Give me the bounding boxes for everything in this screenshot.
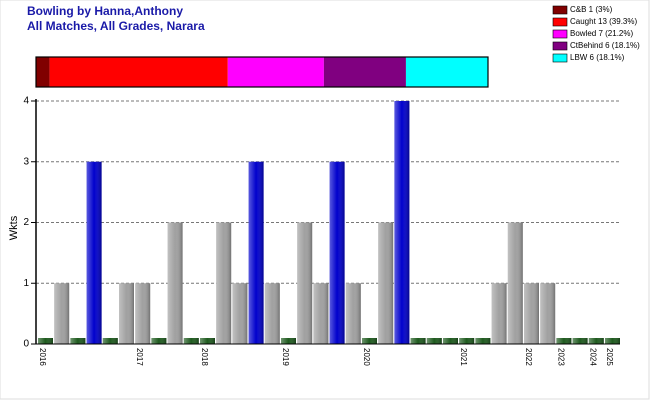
x-tick-label: 2024 bbox=[589, 348, 598, 366]
x-tick-label: 2025 bbox=[605, 348, 614, 366]
bar-shade bbox=[297, 222, 313, 344]
bar-shade bbox=[135, 283, 151, 344]
y-axis-label: Wkts bbox=[8, 215, 20, 240]
bar-shade bbox=[200, 338, 215, 344]
bar-shade bbox=[443, 338, 458, 344]
bar-shade bbox=[86, 161, 102, 344]
legend-label: CtBehind 6 (18.1%) bbox=[570, 41, 640, 50]
bar-shade bbox=[313, 283, 329, 344]
breakdown-segment bbox=[323, 57, 406, 87]
bar-shade bbox=[54, 283, 70, 344]
y-tick-label: 3 bbox=[23, 156, 29, 167]
bar-shade bbox=[70, 338, 86, 344]
legend-swatch bbox=[552, 41, 568, 51]
breakdown-segment bbox=[36, 57, 50, 87]
breakdown-segment bbox=[227, 57, 324, 87]
legend-label: Bowled 7 (21.2%) bbox=[570, 29, 633, 38]
bar-shade bbox=[345, 283, 361, 344]
legend-swatch bbox=[552, 5, 568, 15]
legend-label: Caught 13 (39.3%) bbox=[570, 17, 637, 26]
breakdown-segment bbox=[405, 57, 488, 87]
bar-shade bbox=[605, 338, 620, 344]
bar-shade bbox=[426, 338, 442, 344]
bar-shade bbox=[167, 222, 183, 344]
y-tick-label: 4 bbox=[23, 96, 29, 107]
x-tick-label: 2021 bbox=[459, 348, 468, 366]
bar-shade bbox=[329, 161, 345, 344]
bar-shade bbox=[151, 338, 167, 344]
bar-shade bbox=[394, 101, 410, 344]
bar-shade bbox=[38, 338, 53, 344]
x-tick-label: 2017 bbox=[135, 348, 144, 366]
breakdown-segment bbox=[49, 57, 228, 87]
bar-shade bbox=[491, 283, 507, 344]
y-tick-label: 0 bbox=[23, 339, 29, 350]
bar-shade bbox=[248, 161, 264, 344]
chart-subtitle: All Matches, All Grades, Narara bbox=[27, 19, 205, 33]
bar-shade bbox=[216, 222, 232, 344]
bar-shade bbox=[524, 283, 539, 344]
bar-shade bbox=[507, 222, 523, 344]
breakdown-frame bbox=[35, 56, 489, 88]
bar-shade bbox=[572, 338, 588, 344]
bar-shade bbox=[183, 338, 199, 344]
x-tick-label: 2018 bbox=[200, 348, 209, 366]
bar-shade bbox=[540, 283, 556, 344]
legend-swatch bbox=[552, 29, 568, 39]
bar-shade bbox=[588, 338, 604, 344]
bar-shade bbox=[556, 338, 572, 344]
legend-label: LBW 6 (18.1%) bbox=[570, 53, 625, 62]
x-tick-label: 2019 bbox=[281, 348, 290, 366]
bar-shade bbox=[410, 338, 426, 344]
bar-shade bbox=[362, 338, 377, 344]
legend-label: C&B 1 (3%) bbox=[570, 5, 613, 14]
y-tick-label: 1 bbox=[23, 278, 29, 289]
x-tick-label: 2022 bbox=[524, 348, 533, 366]
bar-shade bbox=[281, 338, 296, 344]
x-tick-label: 2016 bbox=[38, 348, 47, 366]
chart-title: Bowling by Hanna,Anthony bbox=[27, 4, 183, 18]
legend-swatch bbox=[552, 53, 568, 63]
bar-shade bbox=[102, 338, 118, 344]
bar-shade bbox=[264, 283, 280, 344]
x-tick-label: 2020 bbox=[362, 348, 371, 366]
legend-swatch bbox=[552, 17, 568, 27]
x-tick-label: 2023 bbox=[556, 348, 565, 366]
bar-shade bbox=[378, 222, 394, 344]
bar-shade bbox=[459, 338, 475, 344]
bar-shade bbox=[232, 283, 248, 344]
y-tick-label: 2 bbox=[23, 217, 29, 228]
bar-shade bbox=[475, 338, 491, 344]
bar-shade bbox=[119, 283, 134, 344]
